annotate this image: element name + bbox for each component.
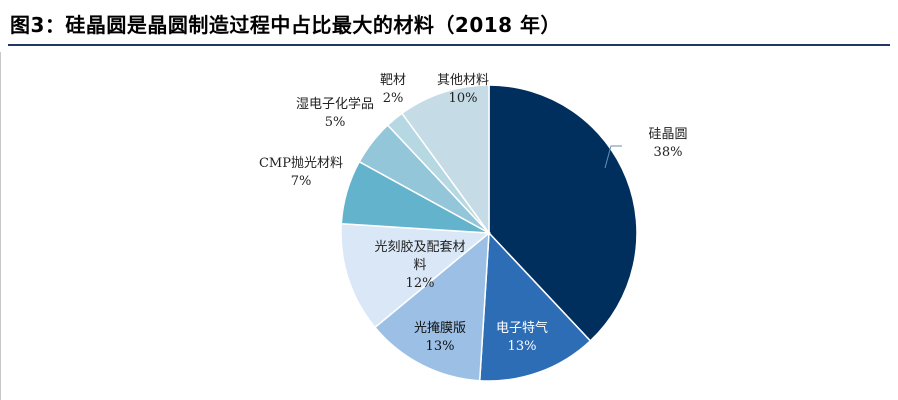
slice-value-label: 38% xyxy=(654,145,683,160)
slice-name-label: 靶材 xyxy=(380,73,406,88)
slice-name-label: 电子特气 xyxy=(496,320,548,336)
slice-name-label: 硅晶圆 xyxy=(648,127,687,142)
slice-value-label: 13% xyxy=(426,339,455,354)
slice-name-label: 其他材料 xyxy=(437,73,489,88)
slice-name-label: CMP抛光材料 xyxy=(259,156,343,171)
chart-title: 图3：硅晶圆是晶圆制造过程中占比最大的材料（2018 年） xyxy=(10,13,562,37)
pie-slice-3 xyxy=(373,231,490,382)
pie-slice-1 xyxy=(488,84,638,342)
slice-value-label: 12% xyxy=(406,276,435,291)
slice-value-label: 13% xyxy=(508,339,537,354)
leader-lines xyxy=(604,145,622,169)
slice-value-label: 7% xyxy=(291,174,312,189)
left-border xyxy=(0,52,1,400)
slice-name-label: 光掩膜版 xyxy=(414,321,466,336)
pie-slices xyxy=(340,84,638,382)
pie-slice-8 xyxy=(400,84,490,236)
slice-name-label: 湿电子化学品 xyxy=(296,96,374,112)
slice-value-label: 5% xyxy=(325,115,346,130)
slice-value-label: 2% xyxy=(383,91,404,106)
slice-name-label: 料 xyxy=(413,258,426,273)
leader-line-silicon-wafer xyxy=(604,145,622,169)
slice-name-label: 光刻胶及配套材 xyxy=(374,239,465,255)
title-divider xyxy=(8,44,890,46)
pie-slice-4 xyxy=(340,222,491,329)
slice-value-label: 10% xyxy=(449,91,478,106)
pie-slice-2 xyxy=(478,231,592,382)
